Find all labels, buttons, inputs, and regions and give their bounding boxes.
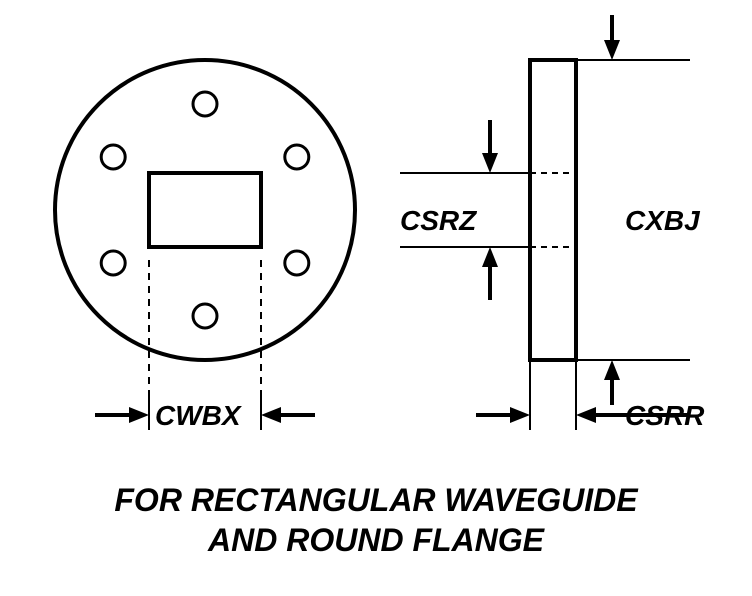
title-line-1: FOR RECTANGULAR WAVEGUIDE	[0, 480, 752, 520]
label-cwbx: CWBX	[155, 400, 241, 432]
title-line-2: AND ROUND FLANGE	[0, 520, 752, 560]
label-csrz: CSRZ	[400, 205, 476, 237]
label-csrr: CSRR	[625, 400, 704, 432]
title-block: FOR RECTANGULAR WAVEGUIDE AND ROUND FLAN…	[0, 480, 752, 560]
diagram-canvas: FOR RECTANGULAR WAVEGUIDE AND ROUND FLAN…	[0, 0, 752, 596]
label-cxbj: CXBJ	[625, 205, 700, 237]
